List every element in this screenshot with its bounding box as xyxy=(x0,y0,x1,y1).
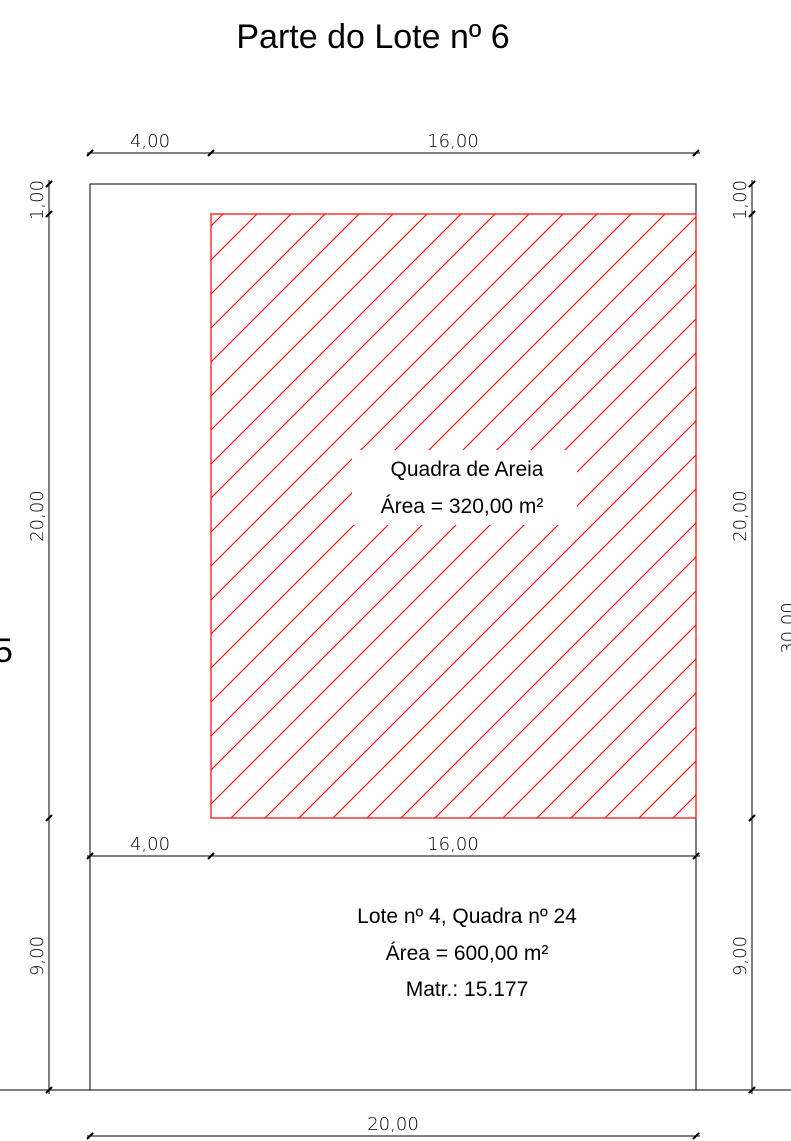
dim-mid-left: 4,00 xyxy=(130,834,170,855)
hatch-line xyxy=(536,658,696,818)
hatch-line xyxy=(211,214,326,329)
hatch-line xyxy=(0,214,19,818)
hatch-line xyxy=(211,214,428,431)
dim-left-middle: 20,00 xyxy=(27,490,48,542)
dim-right-middle: 20,00 xyxy=(730,490,751,542)
sand-court-outline xyxy=(210,213,697,819)
hatch-line xyxy=(604,726,696,818)
hatch-line xyxy=(211,214,564,567)
lot-area: Área = 600,00 m² xyxy=(386,942,549,965)
dim-mid-right: 16,00 xyxy=(427,834,479,855)
dim-right-total: 30,00 xyxy=(778,602,791,654)
hatch-line xyxy=(434,556,696,818)
edge-label-fragment: 5 xyxy=(0,632,13,670)
dim-left-top: 1,00 xyxy=(27,180,48,220)
hatch-line xyxy=(0,214,155,818)
hatch-line xyxy=(211,214,530,533)
dim-right-top: 1,00 xyxy=(730,180,751,220)
sand-court-area: Área = 320,00 m² xyxy=(381,495,544,518)
lot-registration: Matr.: 15.177 xyxy=(406,978,529,1001)
hatch-line xyxy=(366,488,696,818)
court-label-mask xyxy=(352,450,577,525)
dim-top-left: 4,00 xyxy=(130,131,170,152)
middle-dimension: 4,00 16,00 xyxy=(86,834,700,860)
hatch-line xyxy=(298,420,696,818)
hatch-line xyxy=(211,214,598,601)
dim-top-right: 16,00 xyxy=(427,131,479,152)
top-dimension: 4,00 16,00 xyxy=(86,131,700,157)
drawing-title: Parte do Lote nº 6 xyxy=(236,18,509,56)
hatch-line xyxy=(502,624,696,818)
hatch-line xyxy=(0,214,121,818)
hatch-line xyxy=(211,214,462,465)
hatch-line xyxy=(211,214,496,499)
bottom-dimension: 20,00 xyxy=(86,1114,700,1140)
hatch-line xyxy=(332,454,696,818)
hatch-line xyxy=(211,214,632,635)
lot-name: Lote nº 4, Quadra nº 24 xyxy=(357,905,577,928)
sand-court-name: Quadra de Areia xyxy=(391,458,544,481)
right-dimension: 1,00 20,00 9,00 30,00 xyxy=(730,180,791,1094)
left-dimension: 1,00 20,00 9,00 xyxy=(27,180,53,1094)
dim-right-bottom: 9,00 xyxy=(730,936,751,976)
hatch-line xyxy=(211,214,394,397)
hatch-line xyxy=(211,214,360,363)
hatch-line xyxy=(570,692,696,818)
dim-left-bottom: 9,00 xyxy=(27,936,48,976)
hatch-line xyxy=(468,590,696,818)
hatch-line xyxy=(400,522,696,818)
dim-bottom: 20,00 xyxy=(367,1114,419,1135)
